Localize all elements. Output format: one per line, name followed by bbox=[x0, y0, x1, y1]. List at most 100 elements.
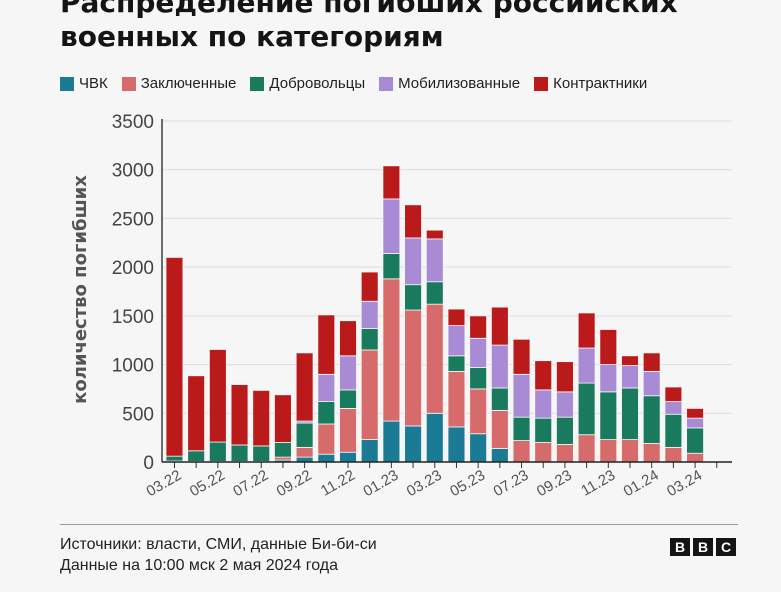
bar-segment bbox=[360, 328, 379, 351]
data-date-text: Данные на 10:00 мск 2 мая 2024 года bbox=[60, 557, 339, 574]
bar-segment bbox=[490, 387, 509, 411]
bbc-logo: B B C bbox=[670, 538, 736, 556]
x-tick-label: 01.24 bbox=[621, 467, 662, 500]
bar-segment bbox=[447, 325, 466, 357]
bar-segment bbox=[577, 434, 596, 463]
bar-segment bbox=[339, 451, 357, 463]
legend-item-mobilized: Мобилизованные bbox=[379, 75, 520, 92]
bar-segment bbox=[252, 445, 271, 462]
bar-segment bbox=[252, 389, 271, 447]
legend-label-mobilized: Мобилизованные bbox=[398, 75, 521, 92]
bar-segment bbox=[274, 456, 292, 461]
x-tick-label: 07.23 bbox=[491, 467, 532, 500]
y-axis-title: количество погибших bbox=[70, 175, 91, 404]
bar-segment bbox=[577, 382, 596, 436]
bbc-logo-letter: B bbox=[670, 538, 690, 556]
bar-segment bbox=[382, 198, 401, 254]
bar-segment bbox=[295, 352, 314, 422]
bar-segment bbox=[425, 238, 444, 283]
y-tick-label: 3500 bbox=[112, 112, 154, 133]
bar-segment bbox=[664, 401, 683, 415]
bar-segment bbox=[404, 237, 422, 286]
bar-segment bbox=[339, 355, 357, 391]
bar-segment bbox=[447, 370, 466, 428]
bar-segment bbox=[447, 308, 466, 326]
legend-label-prisoners: Заключенные bbox=[140, 75, 237, 92]
legend-swatch-pmc bbox=[60, 76, 74, 91]
bar-segment bbox=[599, 329, 618, 365]
bar-segment bbox=[534, 442, 553, 463]
footer-source: Источники: власти, СМИ, данные Би-би-си … bbox=[60, 534, 377, 576]
bar-segment bbox=[360, 300, 379, 329]
bar-segment bbox=[599, 439, 618, 463]
bar-segment bbox=[339, 408, 357, 453]
y-tick-label: 500 bbox=[122, 404, 154, 425]
bar-segment bbox=[404, 284, 422, 311]
bar-segment bbox=[664, 413, 683, 448]
bar-segment bbox=[425, 303, 444, 414]
bar-segment bbox=[447, 426, 466, 463]
y-tick-label: 3000 bbox=[112, 161, 154, 182]
bar-segment bbox=[425, 229, 444, 240]
bar-segment bbox=[469, 388, 488, 435]
legend-item-volunteers: Добровольцы bbox=[250, 75, 365, 92]
bar-segment bbox=[577, 347, 596, 384]
bbc-logo-letter: C bbox=[716, 538, 736, 556]
bar-segment bbox=[577, 312, 596, 349]
legend-item-contract: Контрактники bbox=[534, 75, 647, 92]
bar-segment bbox=[317, 401, 336, 425]
bar-segment bbox=[404, 425, 422, 463]
legend-item-prisoners: Заключенные bbox=[121, 75, 237, 92]
bar-segment bbox=[512, 440, 531, 463]
legend-swatch-prisoners bbox=[121, 76, 136, 91]
bar-segment bbox=[469, 315, 488, 339]
y-tick-label: 1000 bbox=[112, 356, 154, 377]
y-tick-label: 1500 bbox=[112, 307, 154, 328]
bar-segment bbox=[469, 337, 488, 368]
x-tick-label: 05.22 bbox=[187, 467, 228, 500]
bar-segment bbox=[360, 271, 379, 302]
bar-segment bbox=[339, 320, 357, 357]
legend-swatch-mobilized bbox=[379, 76, 394, 91]
bar-segment bbox=[534, 360, 553, 391]
bar-segment bbox=[556, 391, 574, 418]
legend-label-volunteers: Добровольцы bbox=[269, 75, 366, 92]
bar-segment bbox=[686, 452, 704, 463]
legend-label-pmc: ЧВК bbox=[79, 75, 108, 92]
bar-segment bbox=[664, 386, 683, 402]
bar-segment bbox=[295, 446, 314, 458]
y-tick-label: 0 bbox=[143, 453, 154, 474]
bar-segment bbox=[642, 443, 661, 463]
bar-segment bbox=[360, 349, 379, 440]
bar-segment bbox=[447, 355, 466, 372]
legend-label-contract: Контрактники bbox=[553, 75, 648, 92]
x-tick-label: 05.23 bbox=[447, 467, 488, 500]
bar-segment bbox=[274, 442, 292, 458]
bar-segment bbox=[425, 412, 444, 463]
bar-segment bbox=[686, 427, 704, 454]
legend: ЧВК Заключенные Добровольцы Мобилизованн… bbox=[60, 75, 647, 92]
bar-segment bbox=[208, 441, 227, 462]
bar-segment bbox=[599, 391, 618, 440]
legend-swatch-contract bbox=[534, 76, 549, 91]
bar-segment bbox=[469, 433, 488, 463]
bar-segment bbox=[512, 373, 531, 418]
bar-segment bbox=[317, 373, 336, 402]
bar-segment bbox=[642, 352, 661, 372]
bar-segment bbox=[490, 409, 509, 449]
bar-segment bbox=[556, 361, 574, 393]
x-tick-label: 01.23 bbox=[360, 467, 401, 500]
bar-segment bbox=[664, 446, 683, 463]
bar-segment bbox=[490, 344, 509, 389]
bar-segment bbox=[339, 389, 357, 409]
bar-segment bbox=[621, 365, 639, 389]
bar-segment bbox=[404, 309, 422, 427]
bar-segment bbox=[274, 394, 292, 443]
bar-segment bbox=[165, 256, 184, 457]
bar-segment bbox=[317, 453, 336, 463]
legend-swatch-volunteers bbox=[250, 76, 265, 91]
x-tick-label: 09.23 bbox=[534, 467, 575, 500]
bar-segment bbox=[404, 204, 422, 239]
x-tick-label: 07.22 bbox=[230, 467, 271, 500]
x-tick-label: 11.23 bbox=[578, 467, 618, 500]
